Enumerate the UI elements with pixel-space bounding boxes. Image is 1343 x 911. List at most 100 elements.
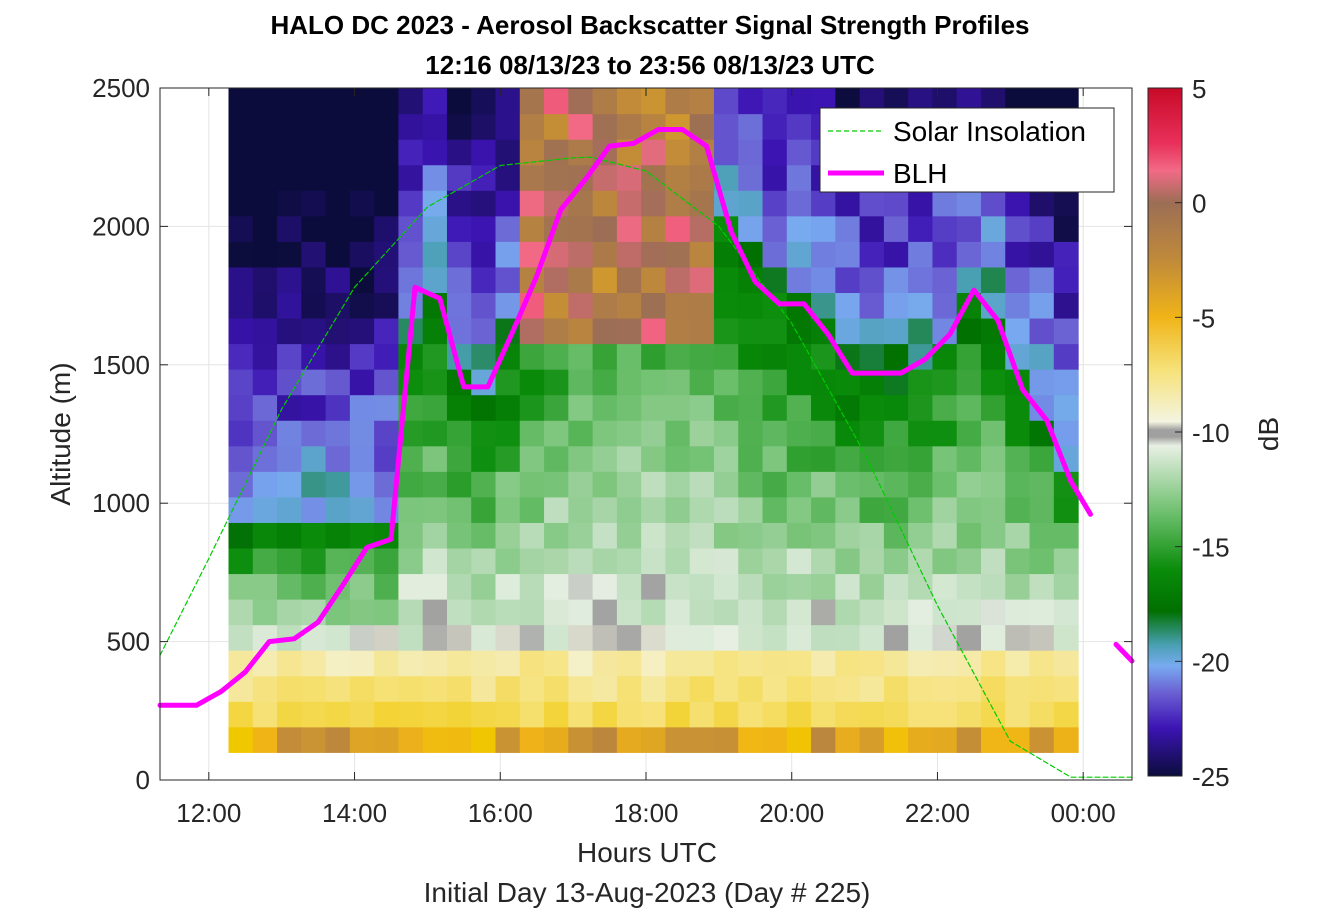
- heatmap-cell: [738, 164, 764, 191]
- heatmap-cell: [592, 164, 618, 191]
- heatmap-cell: [325, 266, 351, 294]
- heatmap-cell: [762, 496, 788, 523]
- heatmap-cell: [277, 266, 302, 294]
- heatmap-cell: [277, 573, 302, 600]
- heatmap-cell: [301, 471, 327, 498]
- heatmap-cell: [980, 190, 1006, 217]
- heatmap-cell: [641, 215, 667, 242]
- heatmap-cell: [908, 573, 934, 600]
- heatmap-cell: [446, 547, 472, 575]
- heatmap-cell: [422, 445, 448, 472]
- heatmap-cell: [786, 650, 812, 677]
- heatmap-cell: [980, 266, 1006, 294]
- heatmap-cell: [641, 471, 667, 498]
- heatmap-cell: [592, 215, 618, 242]
- heatmap-cell: [762, 343, 788, 370]
- heatmap-cell: [471, 266, 497, 294]
- heatmap-cell: [980, 675, 1006, 702]
- heatmap-cell: [956, 624, 982, 651]
- heatmap-cell: [349, 369, 375, 396]
- heatmap-cell: [568, 496, 594, 523]
- heatmap-cell: [495, 675, 521, 702]
- heatmap-cell: [301, 369, 327, 396]
- heatmap-cell: [568, 599, 594, 626]
- heatmap-cell: [446, 292, 472, 319]
- heatmap-cell: [519, 445, 545, 472]
- heatmap-cell: [1005, 650, 1031, 677]
- heatmap-cell: [908, 726, 934, 753]
- heatmap-cell: [349, 496, 375, 523]
- legend-box: [819, 107, 1115, 193]
- heatmap-cell: [689, 701, 715, 728]
- heatmap-cell: [349, 139, 375, 166]
- heatmap-cell: [568, 445, 594, 472]
- heatmap-cell: [616, 292, 642, 319]
- heatmap-cell: [422, 522, 448, 549]
- heatmap-cell: [932, 445, 958, 472]
- heatmap-cell: [932, 675, 958, 702]
- heatmap-cell: [908, 675, 934, 702]
- heatmap-cell: [277, 343, 302, 370]
- heatmap-cell: [325, 317, 351, 345]
- heatmap-cell: [325, 471, 351, 498]
- heatmap-cell: [592, 88, 618, 115]
- heatmap-cell: [471, 420, 497, 447]
- series-line-blh: [1113, 641, 1135, 664]
- x-tick-label: 20:00: [759, 798, 824, 828]
- y-tick-label: 500: [107, 627, 150, 657]
- heatmap-cell: [544, 701, 569, 728]
- heatmap-cell: [1053, 496, 1079, 523]
- heatmap-cell: [980, 599, 1006, 626]
- heatmap-cell: [568, 675, 594, 702]
- heatmap-cell: [374, 624, 400, 651]
- heatmap-cell: [374, 190, 400, 217]
- heatmap-cell: [811, 241, 836, 268]
- heatmap-cell: [1053, 726, 1079, 753]
- heatmap-cell: [616, 266, 642, 294]
- heatmap-cell: [446, 599, 472, 626]
- heatmap-cell: [374, 241, 400, 268]
- heatmap-cell: [738, 369, 764, 396]
- colorbar-tick-label: -25: [1192, 762, 1230, 792]
- heatmap-cell: [859, 420, 885, 447]
- heatmap-cell: [811, 190, 836, 217]
- heatmap-cell: [713, 547, 739, 575]
- heatmap-cell: [665, 496, 691, 523]
- heatmap-cell: [301, 675, 327, 702]
- heatmap-cell: [277, 113, 302, 140]
- heatmap-cell: [1029, 343, 1055, 370]
- heatmap-cell: [252, 164, 278, 191]
- heatmap-cell: [1053, 394, 1079, 421]
- heatmap-cell: [592, 369, 618, 396]
- heatmap-cell: [495, 650, 521, 677]
- heatmap-cell: [495, 88, 521, 115]
- heatmap-cell: [471, 624, 497, 651]
- heatmap-cell: [641, 701, 667, 728]
- heatmap-cell: [859, 445, 885, 472]
- heatmap-cell: [519, 164, 545, 191]
- y-tick-label: 2500: [92, 73, 150, 103]
- heatmap-cell: [641, 573, 667, 600]
- heatmap-cell: [495, 164, 521, 191]
- heatmap-cell: [471, 394, 497, 421]
- heatmap-cell: [762, 164, 788, 191]
- heatmap-cell: [277, 292, 302, 319]
- heatmap-cell: [616, 650, 642, 677]
- heatmap-cell: [616, 675, 642, 702]
- heatmap-cell: [980, 215, 1006, 242]
- heatmap-cell: [301, 266, 327, 294]
- y-axis-label: Altitude (m): [45, 362, 76, 505]
- heatmap-cell: [908, 701, 934, 728]
- heatmap-cell: [446, 113, 472, 140]
- heatmap-cell: [713, 420, 739, 447]
- heatmap-cell: [471, 547, 497, 575]
- heatmap-cell: [519, 726, 545, 753]
- colorbar-tick-label: -10: [1192, 418, 1230, 448]
- heatmap-cell: [349, 343, 375, 370]
- heatmap-cell: [689, 241, 715, 268]
- heatmap-cell: [471, 650, 497, 677]
- heatmap-cell: [762, 650, 788, 677]
- heatmap-cell: [544, 343, 569, 370]
- heatmap-cell: [786, 164, 812, 191]
- heatmap-cell: [713, 496, 739, 523]
